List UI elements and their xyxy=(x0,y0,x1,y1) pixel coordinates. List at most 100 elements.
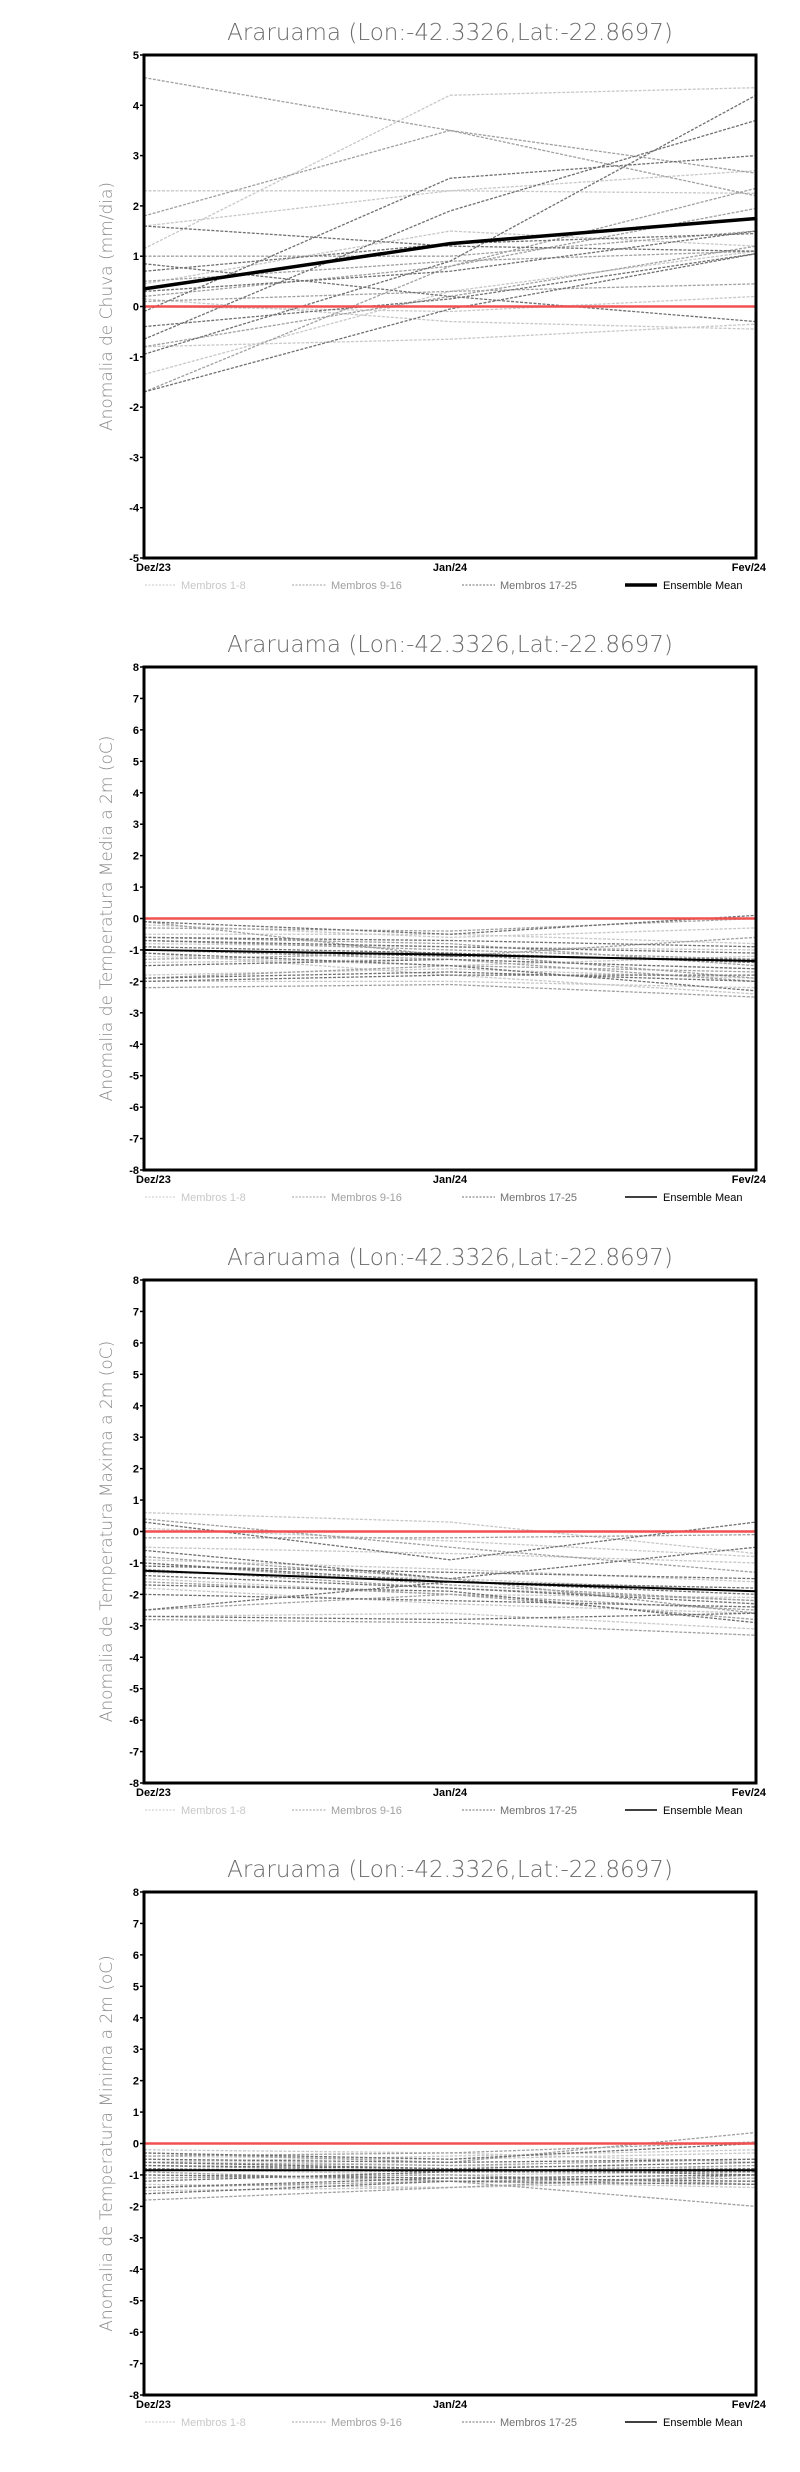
member-line-6 xyxy=(143,1612,757,1630)
member-line-11 xyxy=(143,1562,757,1602)
y-tick-label: 2 xyxy=(133,2076,139,2088)
y-tick-label: -5 xyxy=(129,2296,139,2308)
y-tick-label: -5 xyxy=(129,1071,139,1083)
y-tick-label: 2 xyxy=(133,1464,139,1476)
legend-label: Membros 9-16 xyxy=(331,1192,402,1204)
member-line-13 xyxy=(144,230,757,257)
legend-item-2: Membros 9-16 xyxy=(292,1805,402,1817)
legend-label: Membros 17-25 xyxy=(500,1805,577,1817)
member-line-7 xyxy=(143,250,757,376)
y-tick-label: 0 xyxy=(133,302,139,314)
member-line-1 xyxy=(143,924,757,939)
y-tick-label: 2 xyxy=(133,851,139,863)
member-line-17 xyxy=(143,914,757,935)
y-tick-label: -3 xyxy=(129,1008,139,1020)
member-line-7 xyxy=(144,980,757,989)
member-line-24 xyxy=(143,2161,757,2176)
member-line-5 xyxy=(143,1587,757,1614)
member-line-18 xyxy=(143,1546,757,1580)
y-axis-label: Anomalia de Temperatura Minima a 2m (oC) xyxy=(97,1955,117,2332)
member-line-9 xyxy=(143,1518,757,1574)
y-tick-label: 6 xyxy=(133,1338,139,1350)
member-line-24 xyxy=(143,1593,757,1608)
y-axis-label: Anomalia de Temperatura Media a 2m (oC) xyxy=(97,736,117,1102)
y-tick-label: 4 xyxy=(133,1401,140,1413)
legend-label: Membros 1-8 xyxy=(181,2417,246,2429)
legend-label: Membros 9-16 xyxy=(331,580,402,592)
chart-svg: Araruama (Lon:-42.3326,Lat:-22.8697) Anom… xyxy=(97,1245,767,1817)
member-line-21 xyxy=(143,1612,757,1621)
legend-label: Membros 1-8 xyxy=(181,580,246,592)
y-tick-label: 6 xyxy=(133,725,139,737)
chart-title: Araruama (Lon:-42.3326,Lat:-22.8697) xyxy=(227,632,673,658)
legend-label: Membros 9-16 xyxy=(331,1805,402,1817)
legend-item-1: Membros 1-8 xyxy=(145,1805,246,1817)
ensemble-mean-line xyxy=(143,216,757,291)
member-line-6 xyxy=(143,323,757,348)
y-tick-label: -1 xyxy=(129,945,139,957)
y-tick-label: 3 xyxy=(133,2044,139,2056)
member-line-25 xyxy=(143,2174,757,2182)
x-tick-label: Jan/24 xyxy=(433,1174,468,1186)
y-tick-label: 4 xyxy=(133,788,140,800)
y-tick-label: 3 xyxy=(133,819,139,831)
member-line-25 xyxy=(143,1584,757,1624)
y-tick-label: -1 xyxy=(129,352,139,364)
x-tick-label: Dez/23 xyxy=(136,2399,171,2411)
y-tick-label: 8 xyxy=(133,662,139,674)
member-line-14 xyxy=(144,1533,757,1539)
member-line-18 xyxy=(143,936,757,948)
chart-title: Araruama (Lon:-42.3326,Lat:-22.8697) xyxy=(227,1245,673,1271)
y-tick-label: 5 xyxy=(133,1981,139,1993)
y-tick-label: -4 xyxy=(129,1039,140,1051)
legend-label: Ensemble Mean xyxy=(663,580,743,592)
y-tick-label: 7 xyxy=(133,1306,139,1318)
y-axis-label: Anomalia de Temperatura Maxima a 2m (oC) xyxy=(97,1341,117,1723)
member-line-5 xyxy=(143,2149,757,2164)
legend-item-4: Ensemble Mean xyxy=(625,1805,743,1817)
legend-label: Membros 17-25 xyxy=(500,580,577,592)
legend-item-2: Membros 9-16 xyxy=(292,1192,402,1204)
member-line-22 xyxy=(143,2180,757,2195)
chart-1: Araruama (Lon:-42.3326,Lat:-22.8697) Anom… xyxy=(0,0,800,612)
legend-label: Ensemble Mean xyxy=(663,1192,743,1204)
member-line-8 xyxy=(143,295,757,313)
x-tick-label: Fev/24 xyxy=(732,1174,767,1186)
member-line-24 xyxy=(143,974,756,983)
chart-4: Araruama (Lon:-42.3326,Lat:-22.8697) Anom… xyxy=(0,1837,800,2449)
member-line-5 xyxy=(143,298,757,330)
y-tick-label: -2 xyxy=(129,2201,139,2213)
member-line-23 xyxy=(143,958,757,970)
y-tick-label: 8 xyxy=(133,1275,139,1287)
member-line-4 xyxy=(143,230,757,285)
y-tick-label: 7 xyxy=(133,693,139,705)
y-tick-label: -7 xyxy=(129,1134,139,1146)
y-tick-label: -4 xyxy=(129,1652,140,1664)
member-line-3 xyxy=(143,1546,757,1564)
legend-item-3: Membros 17-25 xyxy=(462,2417,577,2429)
member-line-20 xyxy=(143,253,757,393)
legend-label: Ensemble Mean xyxy=(663,1805,743,1817)
member-line-14 xyxy=(143,917,757,932)
y-tick-label: 4 xyxy=(133,2013,140,2025)
member-line-7 xyxy=(143,1559,757,1583)
y-tick-label: -2 xyxy=(129,976,139,988)
member-line-17 xyxy=(143,154,757,313)
y-tick-label: -8 xyxy=(129,2390,139,2402)
y-tick-label: 5 xyxy=(133,50,139,62)
chart-3: Araruama (Lon:-42.3326,Lat:-22.8697) Anom… xyxy=(0,1225,800,1837)
y-axis-label: Anomalia de Chuva (mm/dia) xyxy=(97,182,117,431)
legend-item-3: Membros 17-25 xyxy=(462,580,577,592)
x-tick-label: Jan/24 xyxy=(433,2399,468,2411)
member-line-22 xyxy=(143,225,757,252)
member-line-10 xyxy=(143,129,757,217)
y-tick-label: -4 xyxy=(129,2264,140,2276)
legend-item-4: Ensemble Mean xyxy=(625,2417,743,2429)
y-tick-label: -5 xyxy=(129,553,139,565)
member-line-19 xyxy=(143,94,757,355)
y-tick-label: 3 xyxy=(133,1432,139,1444)
y-tick-label: -6 xyxy=(129,1715,139,1727)
legend-label: Membros 1-8 xyxy=(181,1805,246,1817)
legend-label: Membros 17-25 xyxy=(500,1192,577,1204)
y-tick-label: -2 xyxy=(129,1589,139,1601)
